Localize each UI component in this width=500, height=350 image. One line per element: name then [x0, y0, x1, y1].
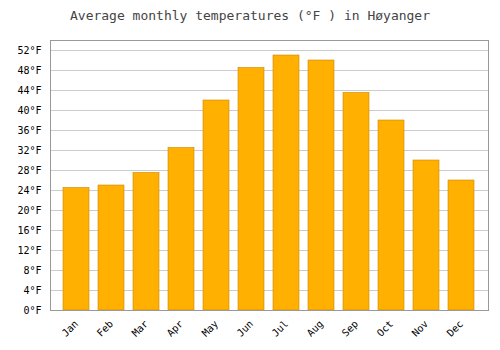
svg-text:4°F: 4°F — [23, 285, 41, 296]
svg-text:Jun: Jun — [235, 318, 256, 339]
svg-text:8°F: 8°F — [23, 265, 41, 276]
svg-text:Oct: Oct — [375, 318, 396, 339]
svg-text:Dec: Dec — [445, 318, 466, 339]
svg-text:Feb: Feb — [95, 318, 116, 339]
svg-text:May: May — [200, 318, 221, 339]
svg-text:40°F: 40°F — [17, 105, 41, 116]
svg-text:Nov: Nov — [410, 318, 431, 339]
svg-text:16°F: 16°F — [17, 225, 41, 236]
svg-text:12°F: 12°F — [17, 245, 41, 256]
svg-text:52°F: 52°F — [17, 45, 41, 56]
svg-text:Mar: Mar — [130, 318, 151, 339]
html-text:Average monthly temperatures (: Average monthly temperatures (°F ) in Hø… — [70, 8, 430, 23]
svg-text:Jul: Jul — [270, 318, 291, 339]
svg-text:24°F: 24°F — [17, 185, 41, 196]
svg-text:20°F: 20°F — [17, 205, 41, 216]
svg-text:Apr: Apr — [165, 318, 186, 339]
svg-text:0°F: 0°F — [23, 305, 41, 316]
svg-text:36°F: 36°F — [17, 125, 41, 136]
svg-text:32°F: 32°F — [17, 145, 41, 156]
svg-text:Sep: Sep — [340, 318, 361, 339]
svg-text:48°F: 48°F — [17, 65, 41, 76]
svg-text:Jan: Jan — [60, 318, 81, 339]
svg-text:28°F: 28°F — [17, 165, 41, 176]
svg-text:Aug: Aug — [305, 318, 326, 339]
svg-text:44°F: 44°F — [17, 85, 41, 96]
